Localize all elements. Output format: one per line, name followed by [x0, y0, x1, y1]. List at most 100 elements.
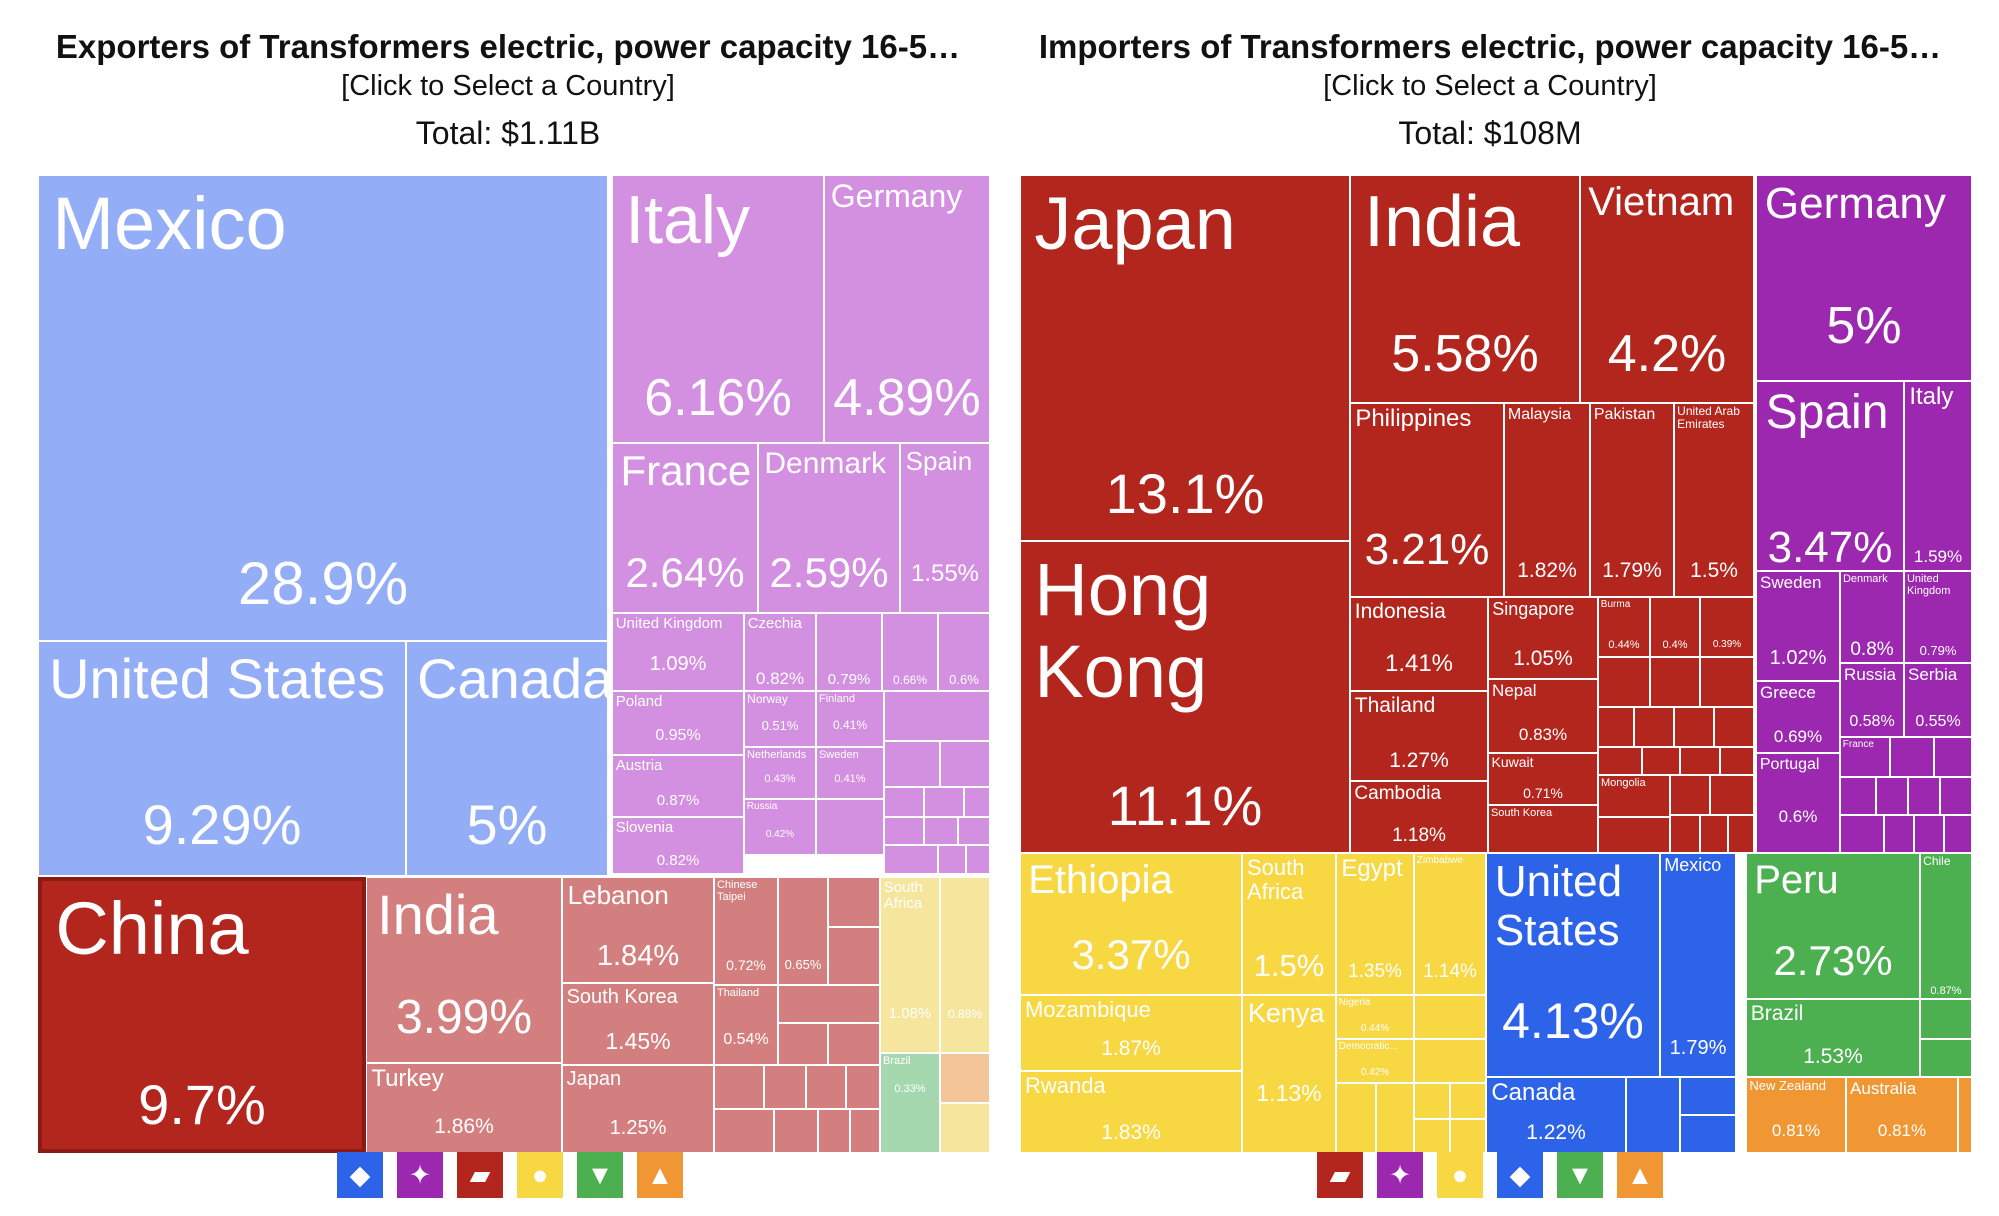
- tile-south-africa[interactable]: South Africa 1.08%: [880, 877, 940, 1053]
- asia-icon[interactable]: ▰: [1317, 1152, 1363, 1198]
- tile-small-country[interactable]: [1670, 775, 1710, 815]
- tile-small-country[interactable]: [778, 985, 880, 1023]
- tile-hong-kong[interactable]: Hong Kong 11.1%: [1020, 541, 1350, 853]
- tile-small-country[interactable]: [1414, 995, 1486, 1039]
- tile-sweden[interactable]: Sweden 0.41%: [816, 747, 884, 799]
- tile-united-states[interactable]: United States 4.13%: [1486, 853, 1660, 1077]
- tile-cambodia[interactable]: Cambodia 1.18%: [1350, 781, 1488, 853]
- tile-philippines[interactable]: Philippines 3.21%: [1350, 403, 1504, 597]
- tile-canada[interactable]: Canada 5%: [406, 641, 608, 876]
- tile-kenya[interactable]: Kenya 1.13%: [1242, 995, 1336, 1153]
- tile-rwanda[interactable]: Rwanda 1.83%: [1020, 1071, 1242, 1153]
- tile-south-korea[interactable]: South Korea: [1488, 805, 1598, 853]
- tile-unlabeled-31[interactable]: 0.88%: [940, 877, 990, 1053]
- tile-small-country[interactable]: [1840, 777, 1876, 815]
- tile-small-country[interactable]: [958, 817, 990, 845]
- tile-poland[interactable]: Poland 0.95%: [612, 691, 744, 755]
- tile-kuwait[interactable]: Kuwait 0.71%: [1488, 753, 1598, 805]
- tile-small-country[interactable]: [1642, 747, 1680, 775]
- tile-south-korea[interactable]: South Korea 1.45%: [562, 983, 714, 1065]
- tile-small-country[interactable]: [816, 799, 884, 855]
- tile-small-country[interactable]: [778, 1023, 828, 1065]
- tile-denmark[interactable]: Denmark 0.8%: [1840, 571, 1904, 663]
- tile-united-arab-emirates[interactable]: United Arab Emirates 1.5%: [1674, 403, 1754, 597]
- tile-small-country[interactable]: [1840, 815, 1884, 853]
- tile-small-country[interactable]: [940, 741, 990, 787]
- tile-small-country[interactable]: [806, 1065, 846, 1109]
- tile-serbia[interactable]: Serbia 0.55%: [1904, 663, 1972, 737]
- tile-small-country[interactable]: [1714, 707, 1754, 747]
- tile-unlabeled-10[interactable]: 0.79%: [816, 613, 882, 691]
- tile-small-country[interactable]: [818, 1109, 850, 1153]
- tile-small-country[interactable]: [884, 787, 924, 817]
- europe-icon[interactable]: ✦: [397, 1152, 443, 1198]
- tile-indonesia[interactable]: Indonesia 1.41%: [1350, 597, 1488, 691]
- tile-mexico[interactable]: Mexico 1.79%: [1660, 853, 1736, 1077]
- exporters-subtitle[interactable]: [Click to Select a Country]: [341, 70, 675, 102]
- tile-small-country[interactable]: [1940, 777, 1972, 815]
- tile-small-country[interactable]: [1680, 747, 1720, 775]
- tile-small-country[interactable]: [1450, 1119, 1486, 1153]
- tile-small-country[interactable]: [884, 741, 940, 787]
- tile-zimbabwe[interactable]: Zimbabwe 1.14%: [1414, 853, 1486, 995]
- tile-small-country[interactable]: [1414, 1083, 1450, 1119]
- tile-unlabeled-12[interactable]: 0.6%: [938, 613, 990, 691]
- tile-unlabeled-28[interactable]: 0.65%: [778, 877, 828, 985]
- tile-small-country[interactable]: [924, 817, 958, 845]
- tile-united-kingdom[interactable]: United Kingdom 0.79%: [1904, 571, 1972, 663]
- tile-small-country[interactable]: [884, 817, 924, 845]
- tile-mozambique[interactable]: Mozambique 1.87%: [1020, 995, 1242, 1071]
- tile-vietnam[interactable]: Vietnam 4.2%: [1580, 175, 1754, 403]
- tile-chinese-taipei[interactable]: Chinese Taipei 0.72%: [714, 877, 778, 985]
- tile-small-country[interactable]: [1944, 815, 1972, 853]
- tile-thailand[interactable]: Thailand 0.54%: [714, 985, 778, 1065]
- tile-small-country[interactable]: [1680, 1115, 1736, 1153]
- tile-japan[interactable]: Japan 1.25%: [562, 1065, 714, 1153]
- oceania-icon[interactable]: ▲: [1617, 1152, 1663, 1198]
- tile-small-country[interactable]: [1626, 1077, 1680, 1153]
- tile-small-country[interactable]: [1914, 815, 1944, 853]
- tile-italy[interactable]: Italy 6.16%: [612, 175, 824, 443]
- tile-small-country[interactable]: [1598, 817, 1670, 853]
- tile-japan[interactable]: Japan 13.1%: [1020, 175, 1350, 541]
- tile-chile[interactable]: Chile 0.87%: [1920, 853, 1972, 999]
- tile-small-country[interactable]: [964, 787, 990, 817]
- tile-small-country[interactable]: [1700, 657, 1754, 707]
- tile-small-country[interactable]: [1376, 1083, 1414, 1153]
- south-america-icon[interactable]: ▼: [1557, 1152, 1603, 1198]
- tile-small-country[interactable]: [764, 1065, 806, 1109]
- tile-turkey[interactable]: Turkey 1.86%: [366, 1063, 562, 1153]
- tile-mexico[interactable]: Mexico 28.9%: [38, 175, 608, 641]
- tile-germany[interactable]: Germany 4.89%: [824, 175, 990, 443]
- tile-small-country[interactable]: [828, 877, 880, 927]
- tile-portugal[interactable]: Portugal 0.6%: [1756, 753, 1840, 853]
- tile-brazil[interactable]: Brazil 1.53%: [1746, 999, 1920, 1077]
- tile-singapore[interactable]: Singapore 1.05%: [1488, 597, 1598, 679]
- tile-small-country[interactable]: [850, 1109, 880, 1153]
- tile-small-country[interactable]: [966, 845, 990, 874]
- tile-small-country[interactable]: [940, 1103, 990, 1153]
- tile-small-country[interactable]: [1674, 707, 1714, 747]
- tile-france[interactable]: France: [1840, 737, 1890, 777]
- tile-norway[interactable]: Norway 0.51%: [744, 691, 816, 747]
- tile-thailand[interactable]: Thailand 1.27%: [1350, 691, 1488, 781]
- tile-small-country[interactable]: [1710, 775, 1754, 815]
- tile-small-country[interactable]: [940, 1053, 990, 1103]
- tile-small-country[interactable]: [1920, 999, 1972, 1039]
- north-america-icon[interactable]: ◆: [337, 1152, 383, 1198]
- tile-united-kingdom[interactable]: United Kingdom 1.09%: [612, 613, 744, 691]
- tile-small-country[interactable]: [1414, 1119, 1450, 1153]
- tile-burma[interactable]: Burma 0.44%: [1598, 597, 1650, 657]
- tile-united-states[interactable]: United States 9.29%: [38, 641, 406, 876]
- tile-democratic[interactable]: Democratic... 0.42%: [1336, 1039, 1414, 1083]
- tile-slovenia[interactable]: Slovenia 0.82%: [612, 817, 744, 874]
- tile-small-country[interactable]: [1884, 815, 1914, 853]
- tile-small-country[interactable]: [1598, 747, 1642, 775]
- tile-czechia[interactable]: Czechia 0.82%: [744, 613, 816, 691]
- tile-small-country[interactable]: [1728, 815, 1754, 853]
- africa-icon[interactable]: ●: [517, 1152, 563, 1198]
- tile-greece[interactable]: Greece 0.69%: [1756, 681, 1840, 753]
- tile-small-country[interactable]: [828, 1023, 880, 1065]
- tile-denmark[interactable]: Denmark 2.59%: [758, 443, 900, 613]
- tile-small-country[interactable]: [1336, 1083, 1376, 1153]
